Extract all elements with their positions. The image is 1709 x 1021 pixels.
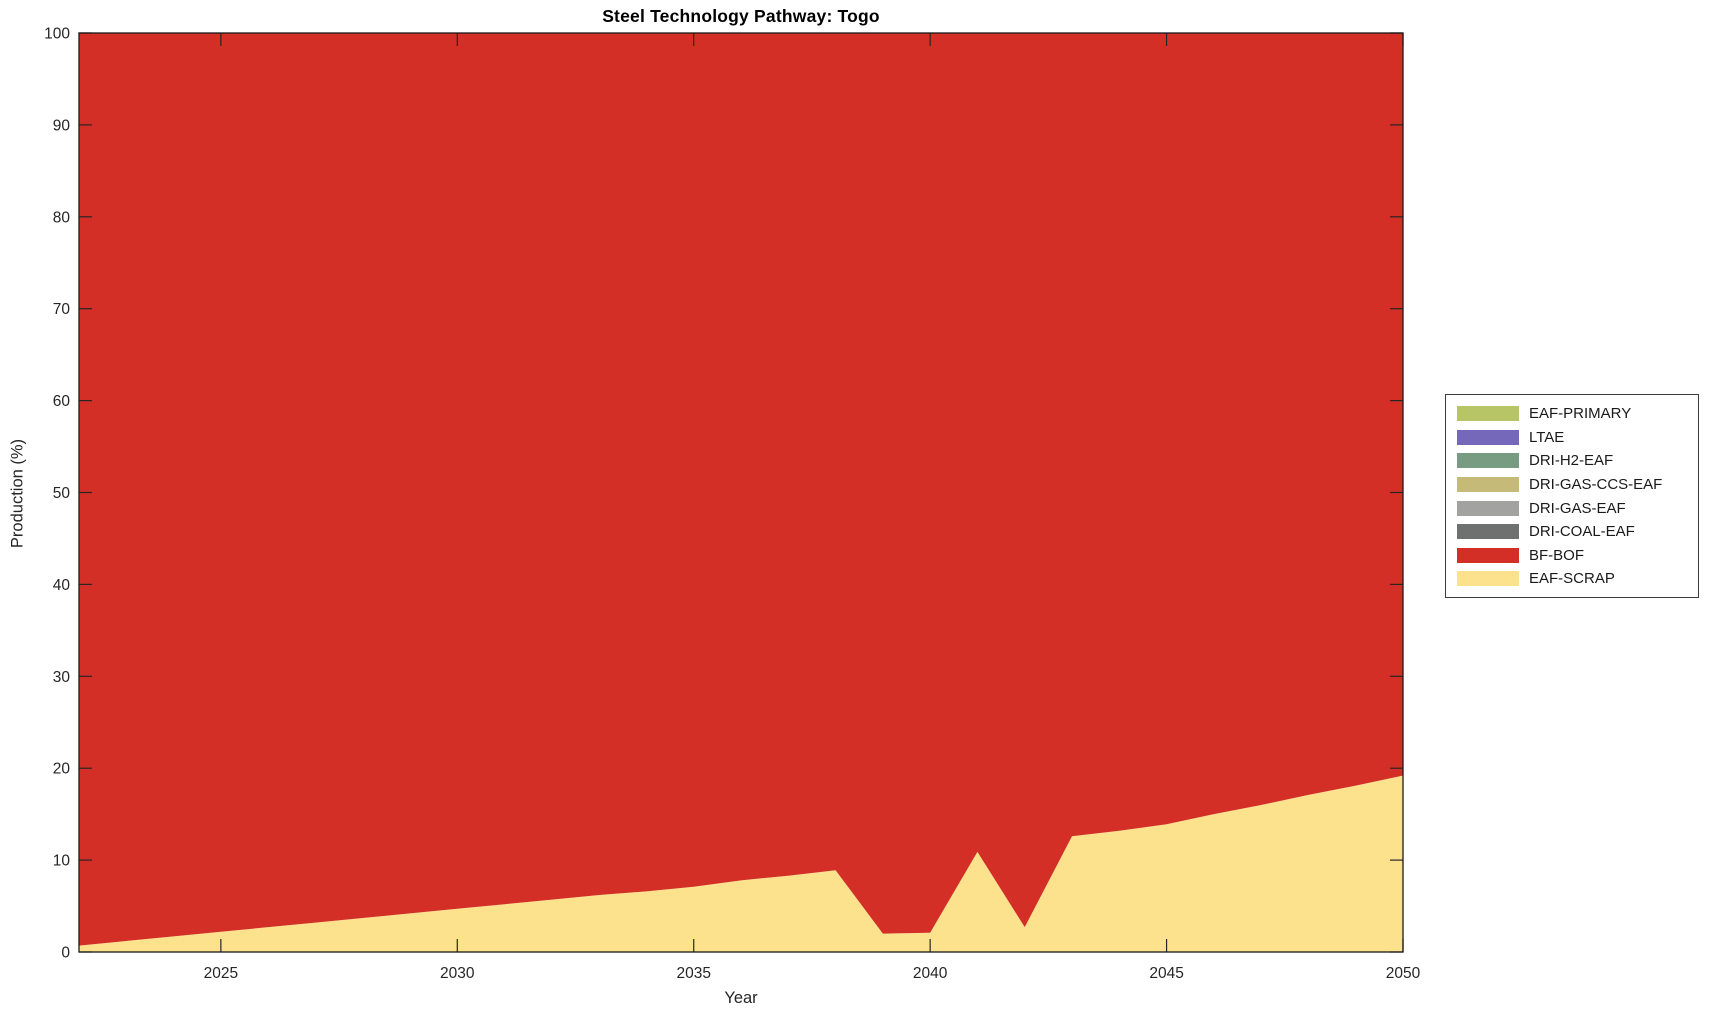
- y-tick-label: 60: [53, 393, 71, 410]
- legend-item-dri-gas-eaf: DRI-GAS-EAF: [1457, 496, 1698, 520]
- legend-label: DRI-COAL-EAF: [1529, 523, 1635, 541]
- legend-label: LTAE: [1529, 428, 1565, 446]
- axes-box: [78, 32, 1404, 953]
- legend-label: EAF-PRIMARY: [1529, 405, 1632, 423]
- x-axis-label: Year: [724, 989, 758, 1007]
- legend-swatch-dri-gas-ccs-eaf: [1457, 477, 1519, 493]
- legend: EAF-PRIMARY LTAE DRI-H2-EAF DRI-GAS-CCS-EAF…: [1445, 394, 1699, 598]
- legend-item-eaf-scrap: EAF-SCRAP: [1457, 567, 1698, 591]
- y-tick-label: 90: [53, 117, 71, 134]
- legend-swatch-ltae: [1457, 429, 1519, 445]
- y-tick-label: 100: [44, 26, 70, 43]
- legend-item-dri-h2-eaf: DRI-H2-EAF: [1457, 449, 1698, 473]
- legend-item-dri-gas-ccs-eaf: DRI-GAS-CCS-EAF: [1457, 473, 1698, 497]
- x-tick-label: 2040: [913, 965, 948, 982]
- y-axis-label: Production (%): [8, 438, 27, 549]
- legend-swatch-dri-coal-eaf: [1457, 524, 1519, 540]
- legend-label: BF-BOF: [1529, 546, 1584, 564]
- area-series-eaf-scrap: [79, 775, 1403, 952]
- legend-swatch-eaf-primary: [1457, 406, 1519, 422]
- y-tick-label: 50: [53, 485, 71, 502]
- y-tick-label: 40: [53, 577, 71, 594]
- legend-label: DRI-H2-EAF: [1529, 452, 1614, 470]
- legend-label: DRI-GAS-EAF: [1529, 499, 1626, 517]
- y-tick-label: 0: [61, 945, 70, 962]
- legend-swatch-dri-gas-eaf: [1457, 500, 1519, 516]
- legend-item-eaf-primary: EAF-PRIMARY: [1457, 402, 1698, 426]
- area-series-bf-bof: [79, 33, 1403, 946]
- legend-swatch-eaf-scrap: [1457, 571, 1519, 587]
- x-tick-label: 2050: [1386, 965, 1421, 982]
- x-tick-label: 2030: [440, 965, 475, 982]
- chart-title: Steel Technology Pathway: Togo: [602, 6, 880, 26]
- y-tick-label: 10: [53, 853, 71, 870]
- legend-swatch-dri-h2-eaf: [1457, 453, 1519, 469]
- legend-label: EAF-SCRAP: [1529, 570, 1615, 588]
- y-tick-label: 30: [53, 669, 71, 686]
- legend-swatch-bf-bof: [1457, 547, 1519, 563]
- legend-item-ltae: LTAE: [1457, 426, 1698, 450]
- y-tick-label: 70: [53, 301, 71, 318]
- x-tick-label: 2035: [676, 965, 710, 982]
- x-tick-label: 2045: [1149, 965, 1183, 982]
- legend-item-bf-bof: BF-BOF: [1457, 544, 1698, 568]
- legend-item-dri-coal-eaf: DRI-COAL-EAF: [1457, 520, 1698, 544]
- y-tick-label: 80: [53, 209, 71, 226]
- y-tick-label: 20: [53, 761, 71, 778]
- legend-label: DRI-GAS-CCS-EAF: [1529, 476, 1663, 494]
- x-tick-label: 2025: [204, 965, 238, 982]
